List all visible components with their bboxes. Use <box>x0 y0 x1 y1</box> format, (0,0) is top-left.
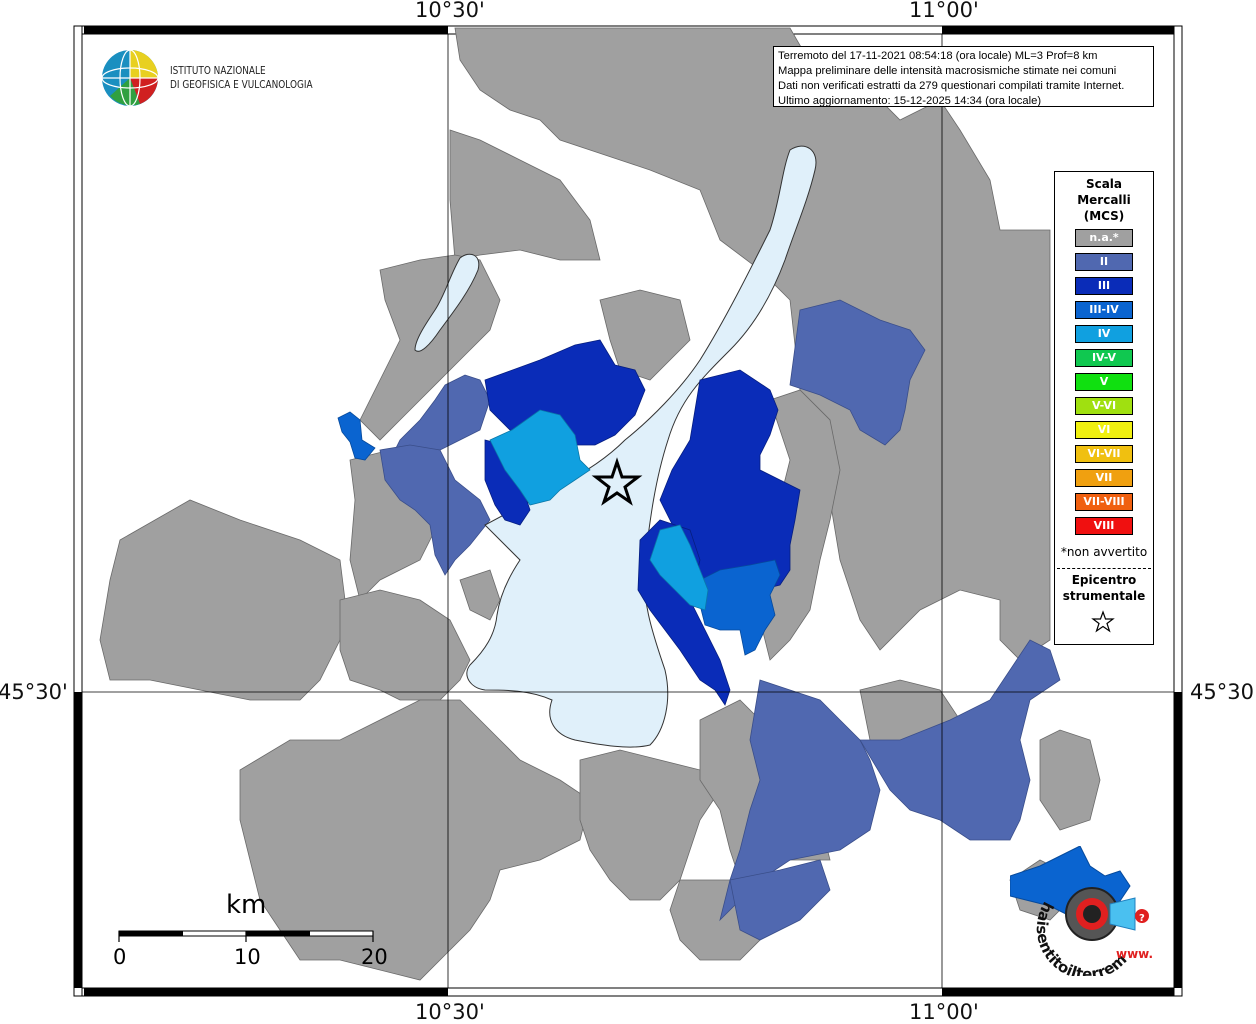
legend-title-line2: Mercalli <box>1077 193 1131 207</box>
scale-bar: km 0 10 20 <box>100 890 400 980</box>
scale-tick-10: 10 <box>234 945 261 969</box>
legend-item-vi: VI <box>1075 421 1133 439</box>
hst-logo-url: www. <box>1116 947 1153 961</box>
legend-separator <box>1057 568 1151 569</box>
legend-item-v-vi: V-VI <box>1075 397 1133 415</box>
mcs-legend: Scala Mercalli (MCS) n.a.* II III III-IV IV I… <box>1054 171 1154 645</box>
legend-item-viii: VIII <box>1075 517 1133 535</box>
lon-label-top-left: 10°30' <box>415 0 485 22</box>
legend-item-iv: IV <box>1075 325 1133 343</box>
ingv-name-line2: DI GEOFISICA E VULCANOLOGIA <box>170 79 313 91</box>
ingv-globe-icon <box>101 49 159 107</box>
legend-item-iii-iv: III-IV <box>1075 301 1133 319</box>
scale-bar-graphic <box>118 930 374 942</box>
legend-star-icon <box>1091 610 1115 633</box>
event-info-line3: Dati non verificati estratti da 279 ques… <box>778 80 1125 92</box>
legend-epicentre-title: Epicentro strumentale <box>1055 572 1153 604</box>
scale-tick-20: 20 <box>361 945 388 969</box>
svg-text:?: ? <box>1139 913 1145 924</box>
municipalities-intensity-ii <box>379 299 1061 941</box>
epicentre-star-icon <box>591 457 643 506</box>
ingv-name-line1: ISTITUTO NAZIONALE <box>170 65 266 77</box>
haisentitoilterremoto-logo-graphic: haisentitoilterremoto.it www. ? <box>1005 832 1153 983</box>
legend-item-v: V <box>1075 373 1133 391</box>
legend-item-n-a: n.a.* <box>1075 229 1133 247</box>
ingv-name: ISTITUTO NAZIONALE DI GEOFISICA E VULCAN… <box>170 64 313 92</box>
haisentitoilterremoto-logo: haisentitoilterremoto.it www. ? <box>1005 832 1160 983</box>
legend-item-vii-viii: VII-VIII <box>1075 493 1133 511</box>
scale-tick-0: 0 <box>113 945 127 969</box>
scale-unit: km <box>226 890 267 920</box>
lat-label-left: 45°30' <box>0 680 68 704</box>
legend-title-line3: (MCS) <box>1083 209 1125 223</box>
lake-garda <box>414 145 817 748</box>
legend-item-iv-v: IV-V <box>1075 349 1133 367</box>
legend-title-line1: Scala <box>1085 177 1123 191</box>
event-info-line2: Mappa preliminare delle intensità macros… <box>778 65 1117 77</box>
question-mark-icon <box>1135 909 1149 923</box>
municipalities-intensity-iv <box>489 409 709 611</box>
municipalities-intensity-iii <box>484 339 801 706</box>
event-info-box: Terremoto del 17-11-2021 08:54:18 (ora l… <box>773 46 1154 107</box>
lon-label-top-right: 11°00' <box>909 0 979 22</box>
municipalities-not-available-south <box>459 569 501 621</box>
lon-label-bottom-right: 11°00' <box>909 1000 979 1024</box>
legend-epicentre-line1: Epicentro <box>1071 573 1137 587</box>
legend-item-iii: III <box>1075 277 1133 295</box>
legend-na-note: *non avvertito <box>1060 545 1148 559</box>
graticule <box>82 34 1174 988</box>
legend-item-vii: VII <box>1075 469 1133 487</box>
lat-label-right: 45°30' <box>1190 680 1256 704</box>
event-info-line4: Ultimo aggiornamento: 15-12-2025 14:34 (… <box>778 95 1042 107</box>
legend-item-ii: II <box>1075 253 1133 271</box>
lon-label-bottom-left: 10°30' <box>415 1000 485 1024</box>
legend-epicentre-line2: strumentale <box>1062 589 1146 603</box>
legend-item-vi-vii: VI-VII <box>1075 445 1133 463</box>
event-info-line1: Terremoto del 17-11-2021 08:54:18 (ora l… <box>778 50 1098 62</box>
municipalities-intensity-iii-iv <box>337 411 781 656</box>
ingv-logo: ISTITUTO NAZIONALE DI GEOFISICA E VULCAN… <box>100 48 330 110</box>
legend-title: Scala Mercalli (MCS) <box>1055 176 1153 224</box>
